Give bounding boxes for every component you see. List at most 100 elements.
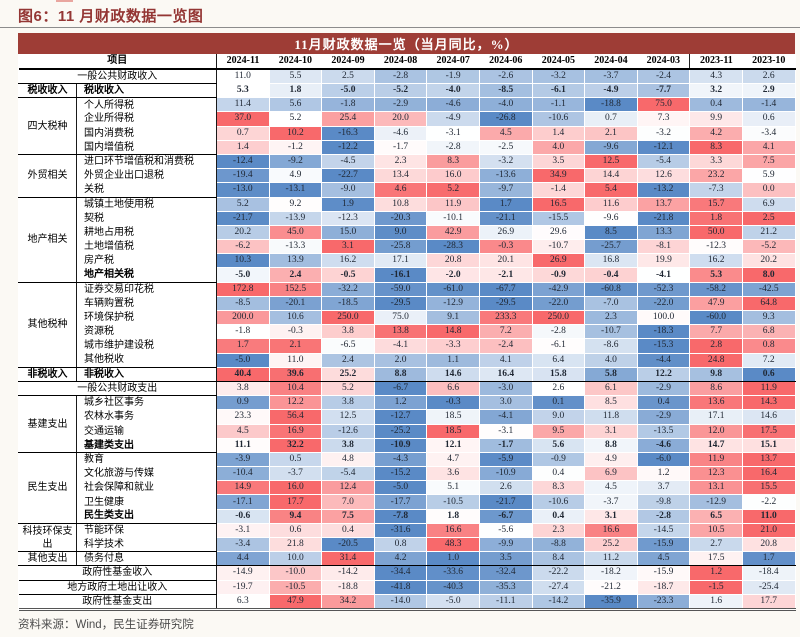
value-cell: -4.6 <box>373 125 428 141</box>
column-header: 2024-05 <box>532 54 585 70</box>
value-cell: 2.0 <box>373 352 428 368</box>
table-row: 一般公共财政支出 3.8 10.4 5.2 -6.7 6.6 -3.0 2.6 6.1 -2.9 8… <box>18 380 796 397</box>
value-cell: 37.0 <box>216 111 270 127</box>
value-cell: -9.0 <box>321 182 375 198</box>
value-cell: -8.8 <box>531 536 586 553</box>
value-cell: -1.7 <box>478 437 533 453</box>
value-cell: -23.3 <box>636 593 691 610</box>
value-cell: -20.5 <box>321 536 375 553</box>
value-cell: 10.5 <box>689 522 743 539</box>
value-cell: -67.7 <box>478 281 533 297</box>
table-row: 其他税种 证券交易印花税 172.8 152.5 -32.2 -59.0 -61.0 -67.… <box>18 281 796 368</box>
value-cell: 16.5 <box>531 196 586 212</box>
value-cell: -21.1 <box>478 210 533 226</box>
value-cell: 4.3 <box>689 68 743 84</box>
table-row: 房产税 10.3 13.9 16.2 17.1 20.8 20.1 26.9 16.8 19.9 1… <box>19 253 796 269</box>
item-label: 非税收入 <box>76 367 217 382</box>
value-cell: 17.7 <box>268 494 323 510</box>
value-cell: 1.0 <box>426 551 480 567</box>
item-label: 耕地占用税 <box>76 225 217 240</box>
value-cell: -6.0 <box>636 451 691 468</box>
value-cell: 6.8 <box>741 324 796 340</box>
column-header: 2024-10 <box>269 54 322 70</box>
value-cell: 12.5 <box>584 153 638 170</box>
value-cell: -35.9 <box>584 593 638 610</box>
value-cell: 11.9 <box>426 196 480 212</box>
value-cell: -2.9 <box>373 97 428 113</box>
value-cell: 13.7 <box>741 451 796 468</box>
value-cell: 4.0 <box>584 352 638 368</box>
value-cell: -28.3 <box>426 239 480 255</box>
item-label: 基建类支出 <box>76 438 217 453</box>
value-cell: 6.6 <box>426 380 480 397</box>
value-cell: 26.9 <box>478 224 533 241</box>
table-row: 税收收入 税收收入 5.3 1.8 -5.0 -5.2 -4.0 -8.5 -6.1 -4.9 -7… <box>18 82 796 99</box>
value-cell: 3.8 <box>321 324 375 340</box>
value-cell: -12.3 <box>321 210 375 226</box>
value-cell: 16.9 <box>268 423 323 439</box>
value-cell: -22.2 <box>531 565 586 581</box>
value-cell: 0.4 <box>531 508 586 524</box>
table-row: 外贸企业出口退税 -19.4 4.9 -22.7 13.4 16.0 -13.6 34.9 14… <box>19 168 796 184</box>
value-cell: -4.3 <box>373 451 428 468</box>
value-cell: -14.5 <box>636 522 691 539</box>
item-label: 文化旅游与传媒 <box>76 466 217 481</box>
value-cell: 14.8 <box>426 324 480 340</box>
value-cell: 25.2 <box>584 536 638 553</box>
value-cell: 11.8 <box>584 409 638 425</box>
value-cell: -10.4 <box>216 466 270 482</box>
table-header: 项目 2024-11 2024-10 2024-09 2024-08 2024-07 20… <box>18 54 796 70</box>
table-row: 关税 -13.0 -13.1 -9.0 4.6 5.2 -9.7 -1.4 5.4 -13.2 -7… <box>19 182 796 198</box>
value-cell: 5.2 <box>216 196 270 212</box>
value-cell: -6.7 <box>478 508 533 524</box>
value-cell: 14.4 <box>584 168 638 184</box>
value-cell: -12.7 <box>373 409 428 425</box>
value-cell: 12.4 <box>321 480 375 496</box>
group-label: 科技环保支出 <box>18 523 77 553</box>
item-label: 国内增值税 <box>76 140 217 155</box>
value-cell: 152.5 <box>268 281 323 297</box>
value-cell: 7.5 <box>741 153 796 170</box>
value-cell: 5.2 <box>426 182 480 198</box>
value-cell: -2.6 <box>478 68 533 84</box>
value-cell: -29.5 <box>478 295 533 312</box>
value-cell: 4.5 <box>478 125 533 141</box>
value-cell: 25.4 <box>321 111 375 127</box>
value-cell: 2.6 <box>741 68 796 84</box>
value-cell: -0.6 <box>216 508 270 524</box>
value-cell: -3.2 <box>636 125 691 141</box>
value-cell: -35.3 <box>478 579 533 595</box>
value-cell: 2.5 <box>321 68 375 84</box>
item-label: 国内消费税 <box>76 126 217 141</box>
title-divider <box>0 27 800 28</box>
value-cell: -14.2 <box>321 565 375 581</box>
value-cell: 20.8 <box>426 253 480 269</box>
value-cell: 3.8 <box>321 395 375 411</box>
value-cell: 21.8 <box>268 536 323 553</box>
value-cell: -1.7 <box>373 139 428 155</box>
value-cell: -42.5 <box>741 281 796 297</box>
value-cell: 15.7 <box>689 196 743 212</box>
value-cell: -2.8 <box>426 139 480 155</box>
value-cell: 4.2 <box>689 125 743 141</box>
value-cell: 0.4 <box>321 522 375 539</box>
value-cell: -14.0 <box>373 593 428 610</box>
value-cell: 16.8 <box>584 253 638 269</box>
item-label: 土地增值税 <box>76 239 217 254</box>
value-cell: -29.5 <box>373 295 428 312</box>
value-cell: 32.2 <box>268 437 323 453</box>
value-cell: -2.8 <box>373 68 428 84</box>
table-row: 农林水事务 23.3 56.4 12.5 -12.7 18.5 -4.1 9.0 11.8 -2.… <box>19 409 796 425</box>
item-label: 房产税 <box>76 253 217 268</box>
value-cell: -3.3 <box>426 338 480 354</box>
value-cell: 11.0 <box>268 352 323 368</box>
item-label: 地产相关税 <box>76 267 217 283</box>
table-row: 基建支出 城乡社区事务 0.9 12.2 3.8 1.2 -0.3 3.0 0.1 8.5 0.4 1… <box>18 395 796 453</box>
value-cell: 5.6 <box>531 437 586 453</box>
column-header: 2024-07 <box>426 54 480 70</box>
value-cell: -3.0 <box>478 380 533 397</box>
value-cell: 16.6 <box>584 522 638 539</box>
value-cell: 14.6 <box>741 409 796 425</box>
value-cell: 3.2 <box>689 82 743 99</box>
value-cell: -4.4 <box>636 352 691 368</box>
